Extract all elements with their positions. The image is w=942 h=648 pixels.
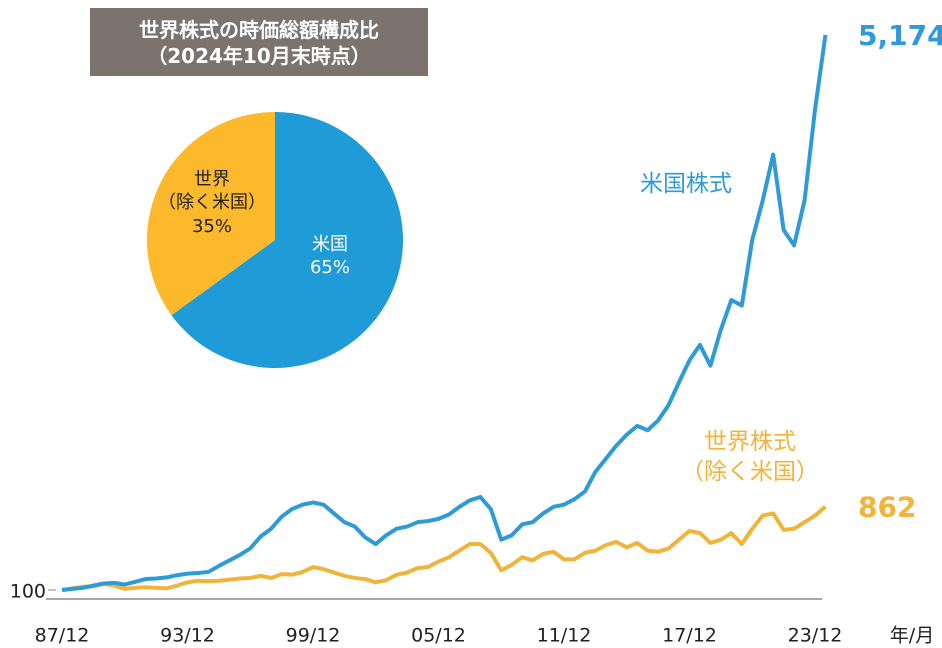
x-unit-label: 年/月 <box>890 625 934 647</box>
end-label: 862 <box>858 491 916 524</box>
pie-label: 米国 <box>312 234 348 255</box>
x-tick-label: 23/12 <box>788 625 843 647</box>
line-series <box>61 34 828 592</box>
series-label: 世界株式 （除く米国） <box>681 429 819 485</box>
pie-title: 世界株式の時価総額構成比 <box>139 18 379 42</box>
pie-subtitle: （2024年10月末時点） <box>147 44 371 68</box>
series-label: 米国株式 <box>640 171 732 197</box>
x-tick-label: 05/12 <box>411 625 466 647</box>
x-tick-label: 17/12 <box>662 625 717 647</box>
y-tick-label: 100 <box>10 581 46 603</box>
line-series <box>61 505 827 592</box>
pie-label: 世界 （除く米国） <box>158 169 266 214</box>
pie-value-label: 65% <box>309 257 350 279</box>
end-label: 5,174 <box>858 19 942 52</box>
x-tick-label: 93/12 <box>160 625 215 647</box>
x-tick-label: 11/12 <box>537 625 592 647</box>
pie-value-label: 35% <box>191 215 232 237</box>
pie-slice <box>147 112 275 316</box>
x-tick-label: 99/12 <box>286 625 341 647</box>
pie-slice <box>171 112 403 369</box>
title-box <box>90 8 428 76</box>
x-tick-label: 87/12 <box>35 625 90 647</box>
